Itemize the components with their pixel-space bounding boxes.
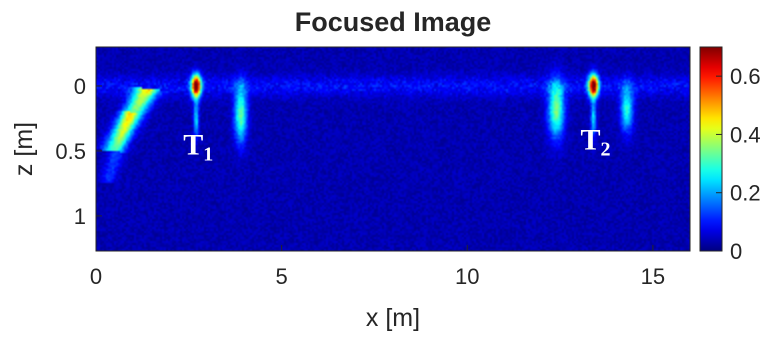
z-tick-label: 1 — [74, 204, 86, 229]
z-axis-label: z [m] — [10, 122, 38, 176]
plot-frame — [95, 46, 691, 252]
x-tick-label: 15 — [641, 264, 665, 289]
colorbar-tick-label: 0.6 — [730, 64, 761, 89]
z-axis-ticks: 00.51 — [55, 74, 102, 229]
colorbar-ticks: 0 0.2 0.4 0.6 — [716, 64, 761, 264]
chart-title: Focused Image — [295, 7, 492, 37]
z-tick-label: 0.5 — [55, 139, 86, 164]
colorbar-tick-label: 0.2 — [730, 181, 761, 206]
x-tick-label: 10 — [455, 264, 479, 289]
x-axis-label: x [m] — [366, 304, 420, 332]
x-tick-label: 5 — [276, 264, 288, 289]
colorbar: 0 0.2 0.4 0.6 — [699, 46, 761, 264]
x-tick-label: 0 — [90, 264, 102, 289]
z-tick-label: 0 — [74, 74, 86, 99]
heatmap-image — [96, 47, 690, 251]
x-axis-ticks: 0 5 10 15 — [90, 245, 665, 289]
colorbar-tick-label: 0 — [730, 239, 742, 264]
colorbar-scale — [699, 46, 723, 252]
colorbar-tick-label: 0.4 — [730, 122, 761, 147]
heatmap-plot — [95, 46, 691, 252]
